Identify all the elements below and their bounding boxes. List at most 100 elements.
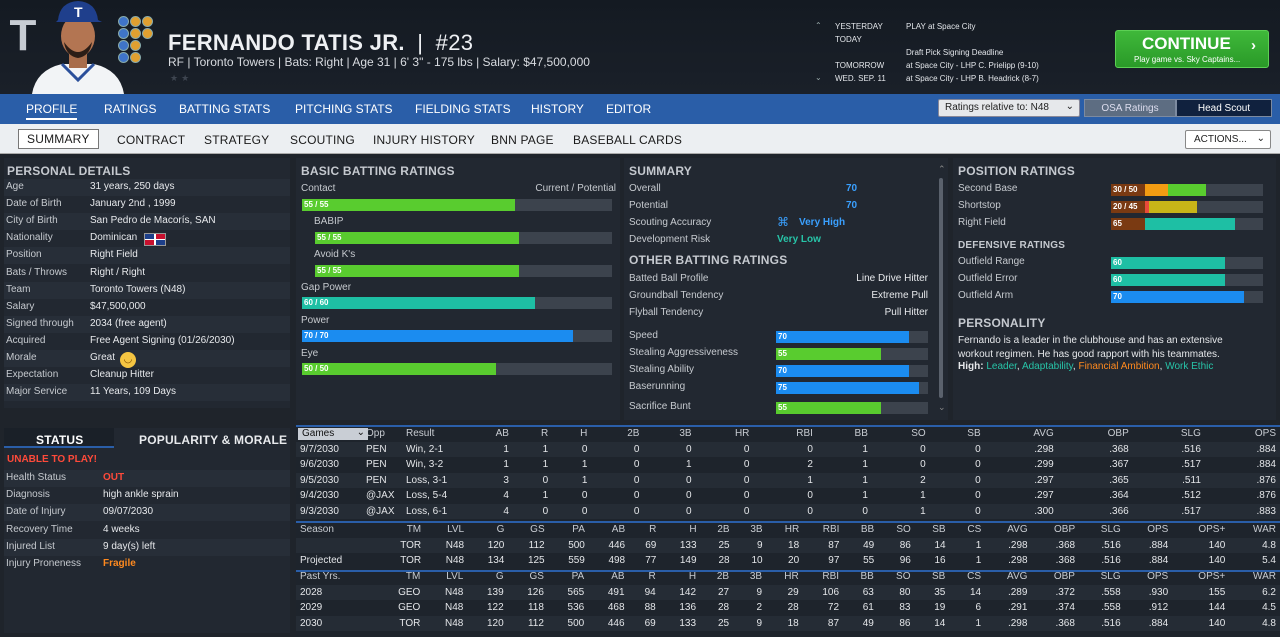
- personal-value: San Pedro de Macorís, SAN: [90, 215, 216, 227]
- subtab-injury-history[interactable]: INJURY HISTORY: [373, 133, 475, 147]
- subtab-summary[interactable]: SUMMARY: [18, 129, 99, 149]
- game-cell: .516: [1181, 443, 1201, 455]
- tab-ratings[interactable]: RATINGS: [104, 102, 157, 116]
- rating-value: 70: [1113, 292, 1122, 301]
- personal-label: Nationality: [6, 232, 53, 244]
- tab-history[interactable]: HISTORY: [531, 102, 584, 116]
- col-header: RBI: [796, 428, 813, 440]
- stat-cell: 133: [679, 617, 697, 629]
- subtab-scouting[interactable]: SCOUTING: [290, 133, 355, 147]
- game-cell: PEN: [366, 443, 387, 455]
- personal-label: Morale: [6, 352, 37, 363]
- game-cell: 0: [633, 443, 640, 455]
- scroll-up-icon[interactable]: ⌃: [938, 164, 946, 174]
- sched-event-1: Draft Pick Signing Deadline: [906, 48, 1004, 57]
- game-row[interactable]: 9/3/2030 @JAX Loss, 6-1 4 0 0 0 0 0 0 0 1 0 .300 .366.…: [296, 503, 1280, 519]
- subtab-strategy[interactable]: STRATEGY: [204, 133, 270, 147]
- game-cell: 0: [743, 459, 750, 471]
- stat-cell: 88: [644, 602, 656, 614]
- tab-status[interactable]: STATUS: [36, 433, 84, 447]
- stat-cell: .368: [1055, 555, 1076, 567]
- personal-label: Date of Birth: [6, 198, 62, 210]
- subtab-baseball-cards[interactable]: BASEBALL CARDS: [573, 133, 683, 147]
- game-row[interactable]: 9/4/2030 @JAX Loss, 5-4 4 1 0 0 0 0 0 1 1 0 .297 .364.…: [296, 488, 1280, 504]
- tab-batting-stats[interactable]: BATTING STATS: [179, 102, 271, 116]
- col-games: [296, 426, 362, 442]
- scroll-down-icon[interactable]: ⌄: [938, 402, 946, 412]
- head-scout-button[interactable]: Head Scout: [1176, 99, 1272, 117]
- game-cell: 9/7/2030: [300, 443, 339, 455]
- game-cell: .300: [1034, 505, 1054, 517]
- tab-fielding-stats[interactable]: FIELDING STATS: [415, 102, 511, 116]
- stat-cell: 27: [717, 586, 730, 598]
- chevron-up-icon[interactable]: ⌃: [815, 21, 822, 30]
- tab-profile[interactable]: PROFILE: [26, 102, 78, 120]
- scrollbar[interactable]: ⌃ ⌄: [938, 164, 946, 414]
- personal-label: Major Service: [6, 386, 68, 398]
- col-header: SO: [911, 428, 926, 440]
- col-header: OBP: [1053, 571, 1075, 583]
- row-stripe: [4, 281, 290, 299]
- stat-cell: 18: [787, 617, 799, 629]
- stat-row[interactable]: 2028 GEO N48 139 126 565 491 94 142 27 9 29 106 63 80 3…: [296, 584, 1280, 600]
- col-header: H: [580, 428, 588, 440]
- rating-value: 55 / 55: [304, 200, 329, 209]
- osa-ratings-button[interactable]: OSA Ratings: [1084, 99, 1176, 117]
- other-batting-title: OTHER BATTING RATINGS: [629, 253, 788, 267]
- stat-cell: 35: [934, 586, 946, 598]
- tab-popularity-morale[interactable]: POPULARITY & MORALE: [139, 433, 288, 447]
- rating-value: 55 / 55: [317, 266, 342, 275]
- chevron-down-icon[interactable]: ⌄: [815, 73, 822, 82]
- personality-title: PERSONALITY: [958, 316, 1046, 330]
- stat-cell: 10: [751, 555, 763, 567]
- stat-cell: 63: [862, 586, 874, 598]
- rating-value: 50 / 50: [304, 364, 329, 373]
- games-dropdown[interactable]: Games ⌄: [298, 427, 368, 440]
- stat-row[interactable]: 2029 GEO N48 122 118 536 468 88 136 28 2 28 72 61 83 19…: [296, 600, 1280, 616]
- personal-value: 31 years, 250 days: [90, 181, 175, 192]
- game-row[interactable]: 9/5/2030 PEN Loss, 3-1 3 0 1 0 0 0 1 1 2 0 .297 .365 .5…: [296, 472, 1280, 488]
- game-row[interactable]: 9/6/2030 PEN Win, 3-2 1 1 1 0 1 0 2 1 0 0 .299 .367 .51…: [296, 457, 1280, 473]
- defensive-title: DEFENSIVE RATINGS: [958, 240, 1066, 251]
- actions-dropdown[interactable]: ACTIONS... ⌄: [1185, 130, 1271, 149]
- col-header: OPS+: [1198, 571, 1226, 583]
- col-header: SB: [931, 571, 946, 583]
- subtab-bnn-page[interactable]: BNN PAGE: [491, 133, 554, 147]
- col-header: Past Yrs.: [300, 571, 341, 583]
- ratings-relative-select[interactable]: Ratings relative to: N48 ⌄: [938, 99, 1080, 117]
- rating-bar: 70: [776, 331, 928, 343]
- stat-row[interactable]: TOR N48 120 112 500 446 69 133 25 9 18 87 49 86 14 1 .29…: [296, 537, 1280, 553]
- schedule-box: ⌃ ⌄ YESTERDAY PLAY at Space City TODAY D…: [813, 21, 1093, 87]
- rating-bar: 55 / 55: [302, 199, 612, 211]
- rating-bar-fill: [302, 363, 496, 375]
- stat-cell: 87: [828, 539, 840, 551]
- col-header: RBI: [822, 524, 840, 536]
- col-header: R: [649, 524, 657, 536]
- personal-value: Great: [90, 352, 116, 363]
- subtab-contract[interactable]: CONTRACT: [117, 133, 186, 147]
- stat-row[interactable]: 2030 TOR N48 120 112 500 446 69 133 25 9 18 87 49 86 14…: [296, 615, 1280, 631]
- game-cell: 0: [975, 490, 981, 502]
- stat-cell: 96: [899, 555, 911, 567]
- col-header: 2B: [627, 428, 640, 440]
- col-header: H: [689, 524, 697, 536]
- games-table: Opp Result AB R H 2B 3B HR RBI BB SO SB AVG OBP SLG OPS…: [296, 426, 1280, 519]
- rating-value: 60 / 60: [304, 298, 329, 307]
- tab-pitching-stats[interactable]: PITCHING STATS: [295, 102, 393, 116]
- stat-cell: 25: [717, 617, 730, 629]
- continue-button[interactable]: CONTINUE › Play game vs. Sky Captains...: [1115, 30, 1269, 68]
- game-cell: .299: [1034, 459, 1054, 471]
- stat-cell: 446: [608, 539, 626, 551]
- col-header: AVG: [1007, 571, 1028, 583]
- stat-cell: .930: [1148, 586, 1169, 598]
- running-rating-label: Stealing Ability: [629, 364, 695, 375]
- position-label-bg: [1111, 201, 1145, 213]
- season-table: Season TM LVL G GS PA AB R H 2B 3B HR RBI BB SO SB CS AVG…: [296, 522, 1280, 569]
- position-title: POSITION RATINGS: [958, 164, 1075, 178]
- stat-cell: .558: [1101, 586, 1121, 598]
- tab-editor[interactable]: EDITOR: [606, 102, 652, 116]
- player-name: FERNANDO TATIS JR. | #23: [168, 30, 473, 56]
- game-row[interactable]: 9/7/2030 PEN Win, 2-1 1 1 0 0 0 0 0 1 0 0 .298 .368 .51…: [296, 441, 1280, 457]
- stat-row[interactable]: Projected TOR N48 134 125 559 498 77 149 28 10 20 97…: [296, 553, 1280, 569]
- batting-rating-label: Power: [301, 315, 330, 326]
